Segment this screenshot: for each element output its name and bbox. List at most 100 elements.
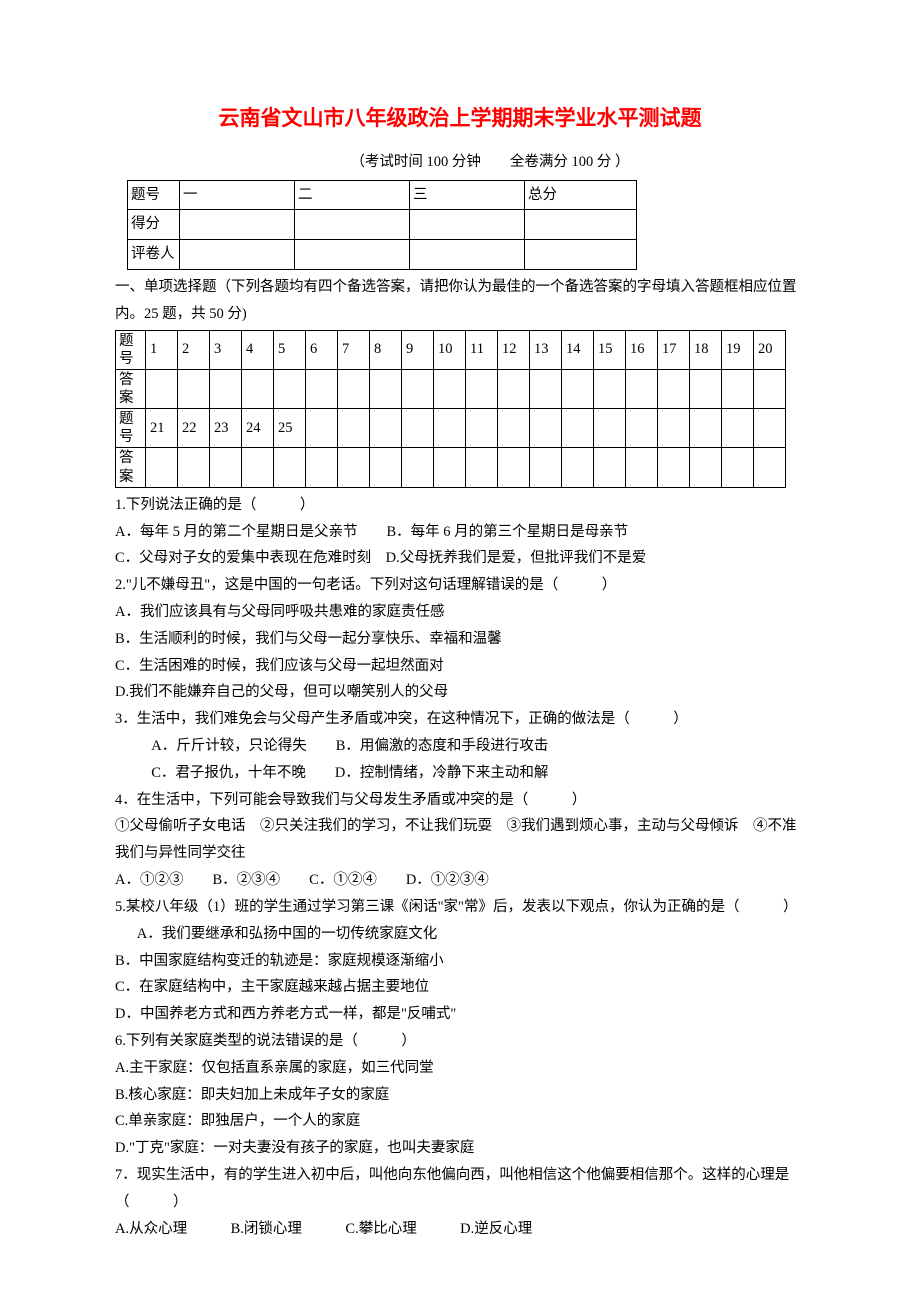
answer-cell: [498, 369, 530, 408]
answer-num: [658, 409, 690, 448]
answer-cell: [178, 369, 210, 408]
exam-subtitle: （考试时间 100 分钟 全卷满分 100 分 ）: [115, 149, 805, 176]
score-row-label: 评卷人: [128, 240, 180, 270]
answer-cell: [178, 448, 210, 487]
score-col: 二: [295, 180, 410, 210]
answer-num: [434, 409, 466, 448]
answer-num: [402, 409, 434, 448]
q2-stem: 2."儿不嫌母丑"，这是中国的一句老话。下列对这句话理解错误的是（ ）: [115, 572, 805, 599]
answer-cell: [690, 369, 722, 408]
answer-num: 20: [754, 330, 786, 369]
answer-row-ans2: 答案: [116, 448, 786, 487]
q6-opt-a: A.主干家庭：仅包括直系亲属的家庭，如三代同堂: [115, 1055, 805, 1082]
answer-num: 16: [626, 330, 658, 369]
answer-num: [690, 409, 722, 448]
answer-label: 答案: [116, 448, 146, 487]
q5-opt-b: B．中国家庭结构变迁的轨迹是：家庭规模逐渐缩小: [115, 948, 805, 975]
answer-num: 10: [434, 330, 466, 369]
answer-num: 12: [498, 330, 530, 369]
answer-num: [754, 409, 786, 448]
answer-cell: [146, 369, 178, 408]
answer-row-ans1: 答案: [116, 369, 786, 408]
q3-opt-cd: C．君子报仇，十年不晚 D．控制情绪，冷静下来主动和解: [115, 760, 805, 787]
answer-cell: [754, 448, 786, 487]
q1-stem: 1.下列说法正确的是（ ）: [115, 492, 805, 519]
answer-num: 7: [338, 330, 370, 369]
q6-opt-d: D."丁克"家庭：一对夫妻没有孩子的家庭，也叫夫妻家庭: [115, 1135, 805, 1162]
answer-label: 答案: [116, 369, 146, 408]
score-cell: [180, 240, 295, 270]
answer-cell: [562, 369, 594, 408]
answer-num: [562, 409, 594, 448]
q6-opt-c: C.单亲家庭：即独居户，一个人的家庭: [115, 1108, 805, 1135]
answer-cell: [242, 369, 274, 408]
score-cell: [525, 210, 637, 240]
q6-opt-b: B.核心家庭：即夫妇加上未成年子女的家庭: [115, 1082, 805, 1109]
answer-num: [594, 409, 626, 448]
q2-opt-c: C．生活困难的时候，我们应该与父母一起坦然面对: [115, 653, 805, 680]
answer-cell: [498, 448, 530, 487]
answer-cell: [370, 448, 402, 487]
q7-stem: 7．现实生活中，有的学生进入初中后，叫他向东他偏向西，叫他相信这个他偏要相信那个…: [115, 1162, 805, 1216]
score-table: 题号 一 二 三 总分 得分 评卷人: [127, 180, 637, 270]
score-cell: [295, 210, 410, 240]
answer-num: 2: [178, 330, 210, 369]
answer-cell: [594, 448, 626, 487]
answer-cell: [402, 369, 434, 408]
answer-num: 19: [722, 330, 754, 369]
score-cell: [410, 210, 525, 240]
answer-num: 3: [210, 330, 242, 369]
answer-cell: [594, 369, 626, 408]
answer-cell: [722, 369, 754, 408]
q4-items: ①父母偷听子女电话 ②只关注我们的学习，不让我们玩耍 ③我们遇到烦心事，主动与父…: [115, 813, 805, 867]
answer-num: [530, 409, 562, 448]
q7-opts: A.从众心理 B.闭锁心理 C.攀比心理 D.逆反心理: [115, 1216, 805, 1243]
answer-num: [306, 409, 338, 448]
answer-cell: [466, 369, 498, 408]
answer-num: 23: [210, 409, 242, 448]
answer-num: 24: [242, 409, 274, 448]
answer-cell: [562, 448, 594, 487]
q2-opt-a: A．我们应该具有与父母同呼吸共患难的家庭责任感: [115, 599, 805, 626]
answer-num: 15: [594, 330, 626, 369]
q4-opts: A．①②③ B．②③④ C．①②④ D．①②③④: [115, 867, 805, 894]
answer-cell: [434, 448, 466, 487]
answer-cell: [338, 369, 370, 408]
answer-cell: [274, 448, 306, 487]
q4-stem: 4．在生活中，下列可能会导致我们与父母发生矛盾或冲突的是（ ）: [115, 787, 805, 814]
answer-num: 11: [466, 330, 498, 369]
answer-num: 13: [530, 330, 562, 369]
answer-cell: [274, 369, 306, 408]
answer-num: [626, 409, 658, 448]
answer-num: 14: [562, 330, 594, 369]
q5-opt-c: C．在家庭结构中，主干家庭越来越占据主要地位: [115, 974, 805, 1001]
section1-intro: 一、单项选择题（下列各题均有四个备选答案，请把你认为最佳的一个备选答案的字母填入…: [115, 274, 805, 328]
answer-table: 题号 1 2 3 4 5 6 7 8 9 10 11 12 13 14 15 1…: [115, 330, 786, 488]
answer-cell: [530, 448, 562, 487]
answer-cell: [242, 448, 274, 487]
score-cell: [180, 210, 295, 240]
answer-cell: [146, 448, 178, 487]
score-row-label: 得分: [128, 210, 180, 240]
score-col-total: 总分: [525, 180, 637, 210]
answer-num: [466, 409, 498, 448]
answer-row-nums1: 题号 1 2 3 4 5 6 7 8 9 10 11 12 13 14 15 1…: [116, 330, 786, 369]
answer-cell: [210, 448, 242, 487]
answer-num: [338, 409, 370, 448]
answer-cell: [626, 369, 658, 408]
q1-opt-cd: C．父母对子女的爱集中表现在危难时刻 D.父母抚养我们是爱，但批评我们不是爱: [115, 545, 805, 572]
answer-num: [498, 409, 530, 448]
answer-num: 5: [274, 330, 306, 369]
answer-cell: [370, 369, 402, 408]
answer-num: 6: [306, 330, 338, 369]
q6-stem: 6.下列有关家庭类型的说法错误的是（ ）: [115, 1028, 805, 1055]
answer-num: 8: [370, 330, 402, 369]
answer-num: 22: [178, 409, 210, 448]
q1-opt-ab: A．每年 5 月的第二个星期日是父亲节 B．每年 6 月的第三个星期日是母亲节: [115, 519, 805, 546]
answer-label: 题号: [116, 409, 146, 448]
answer-num: [370, 409, 402, 448]
q5-opt-d: D．中国养老方式和西方养老方式一样，都是"反哺式": [115, 1001, 805, 1028]
answer-label: 题号: [116, 330, 146, 369]
answer-cell: [658, 369, 690, 408]
score-row-label: 题号: [128, 180, 180, 210]
